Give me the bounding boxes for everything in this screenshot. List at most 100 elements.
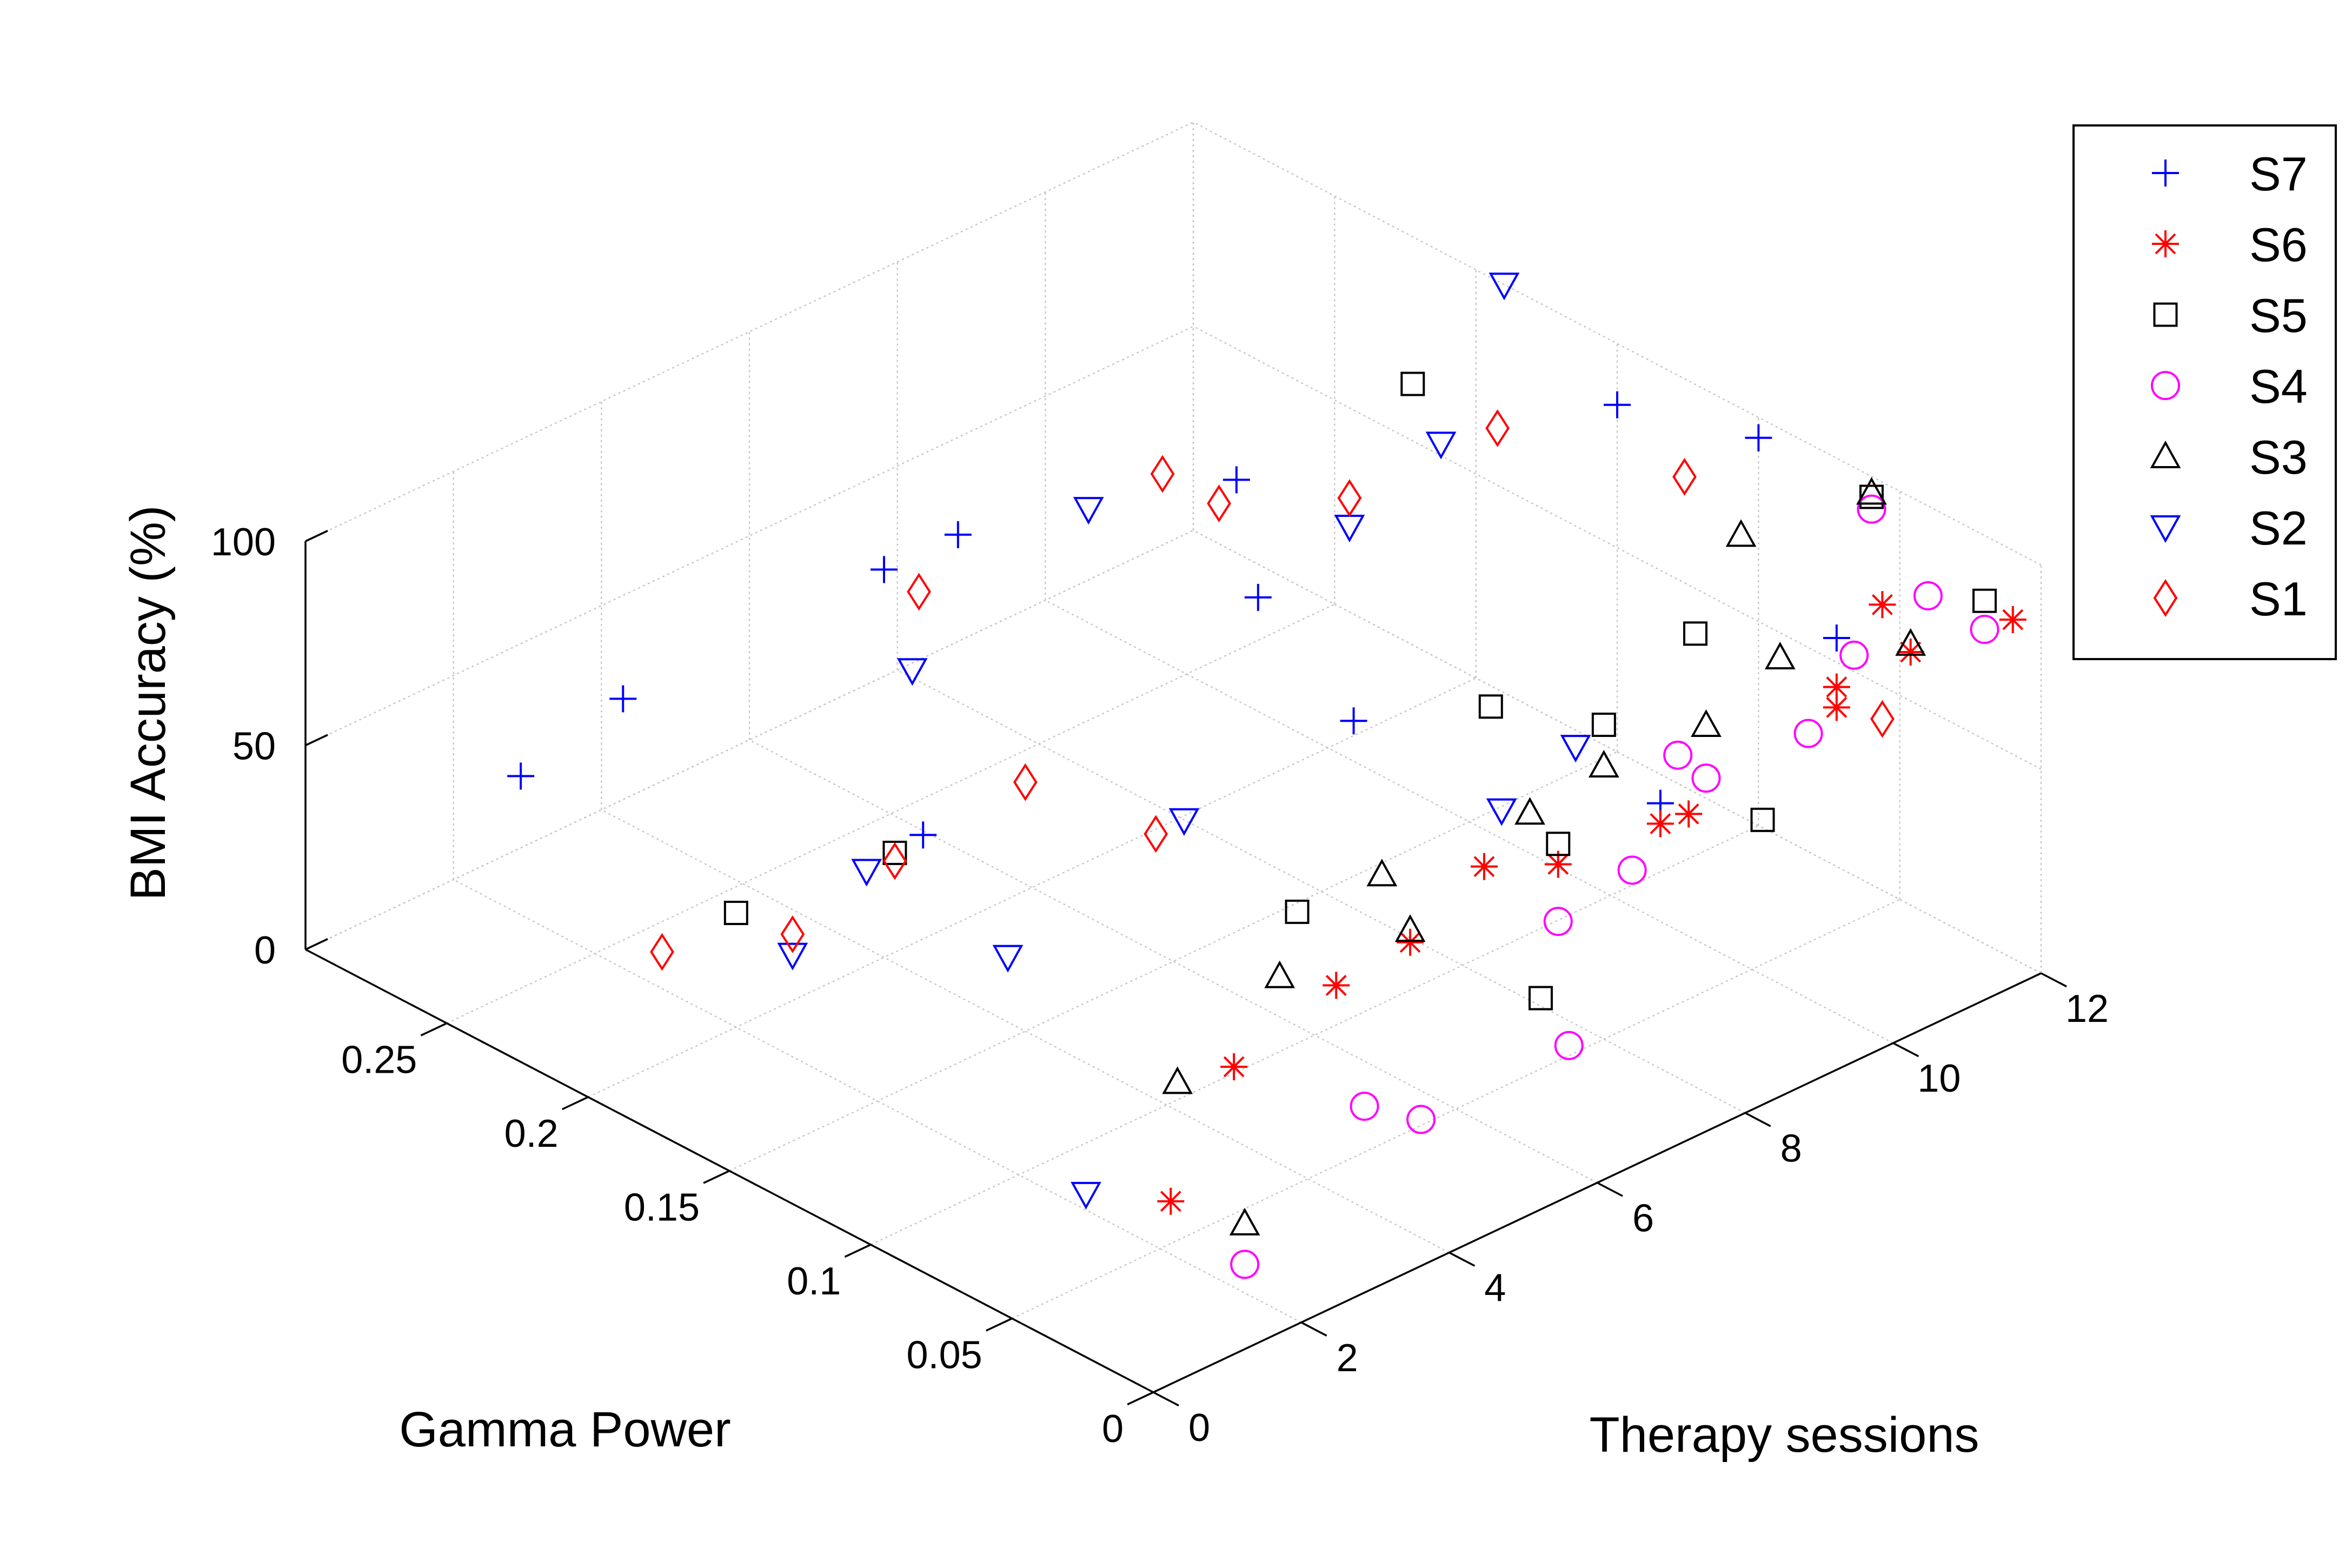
back-wall-gridline-z	[305, 325, 1194, 746]
data-point-s1	[1150, 455, 1175, 493]
x-tick-label: 8	[1780, 1127, 1802, 1170]
floor-gridline-x	[749, 739, 1598, 1184]
series-s2	[777, 273, 1591, 1210]
data-point-s1	[650, 933, 674, 971]
data-point-s2	[1489, 273, 1520, 301]
legend-label-s7: S7	[2249, 147, 2308, 201]
data-point-s1	[1013, 763, 1038, 801]
data-point-s7	[609, 685, 637, 713]
data-point-s1	[1870, 700, 1895, 738]
data-point-s3	[1691, 709, 1722, 737]
x-tick-label: 0	[1188, 1406, 1210, 1450]
z-tick	[305, 530, 328, 542]
data-point-s6	[1220, 1053, 1248, 1080]
data-point-s2	[896, 658, 928, 686]
data-point-s7	[944, 521, 972, 548]
data-point-s4	[1839, 640, 1869, 670]
back-wall-gridline-z	[305, 529, 1194, 951]
data-point-s4	[1691, 763, 1721, 793]
data-point-s6	[1869, 591, 1896, 619]
legend-label-s2: S2	[2249, 501, 2308, 555]
data-point-s2	[1560, 735, 1591, 763]
data-point-s1	[907, 573, 931, 611]
legend: S7 S6 S5 S4 S3 S2 S1	[2072, 124, 2337, 660]
data-point-s4	[1663, 740, 1693, 770]
legend-label-s6: S6	[2249, 218, 2308, 271]
data-point-s1	[1672, 457, 1697, 496]
data-point-s4	[1230, 1250, 1260, 1279]
data-point-s1	[1485, 409, 1510, 447]
data-point-s2	[1073, 497, 1104, 525]
data-point-s6	[1999, 606, 2027, 634]
data-point-s6	[1897, 638, 1924, 666]
data-point-s4	[1857, 494, 1886, 524]
data-point-s4	[1793, 719, 1823, 748]
data-point-s2	[851, 859, 882, 887]
data-point-s5	[1859, 484, 1884, 509]
data-point-s1	[882, 842, 907, 880]
data-point-s5	[1683, 621, 1707, 646]
data-point-s1	[1337, 479, 1362, 517]
y-tick-label: 0.05	[907, 1334, 982, 1377]
legend-marker-s6	[2152, 230, 2179, 257]
data-point-s7	[909, 821, 937, 849]
x-tick	[1300, 1321, 1327, 1337]
y-tick	[844, 1244, 872, 1258]
y-tick	[1127, 1391, 1154, 1406]
z-tick-label: 0	[254, 929, 276, 972]
data-point-s1	[1207, 484, 1231, 523]
data-point-s3	[1394, 914, 1426, 942]
data-point-s7	[1222, 466, 1250, 494]
z-tick-label: 50	[232, 725, 276, 768]
y-axis-label: Gamma Power	[399, 1402, 731, 1457]
x-tick	[1892, 1042, 1919, 1058]
x-tick-label: 2	[1337, 1337, 1358, 1380]
x-tick-label: 12	[2065, 987, 2109, 1031]
data-point-s6	[1646, 810, 1674, 838]
legend-marker-s5	[2153, 302, 2178, 327]
y-tick-label: 0.25	[341, 1039, 417, 1082]
legend-label-s3: S3	[2249, 430, 2308, 484]
z-tick	[305, 734, 328, 747]
data-point-s7	[1604, 391, 1631, 418]
floor-gridline-y	[588, 677, 1477, 1098]
x-tick-label: 6	[1632, 1197, 1654, 1240]
data-point-s2	[777, 942, 808, 971]
data-point-s4	[1617, 855, 1647, 885]
floor-gridline-y	[1012, 899, 1901, 1319]
data-point-s4	[1406, 1105, 1436, 1134]
legend-label-s1: S1	[2249, 572, 2308, 626]
data-point-s4	[1543, 907, 1573, 936]
data-point-s6	[1470, 853, 1498, 880]
points-layer	[507, 273, 2027, 1279]
data-point-s6	[1544, 851, 1572, 878]
z-tick	[305, 938, 328, 951]
data-point-s3	[1588, 749, 1619, 778]
data-point-s5	[1591, 712, 1616, 737]
data-point-s7	[1745, 424, 1772, 451]
x-tick	[1744, 1112, 1771, 1127]
data-point-s5	[1528, 986, 1553, 1011]
legend-label-s4: S4	[2249, 360, 2308, 413]
data-point-s7	[1823, 624, 1850, 652]
series-s4	[1230, 494, 1999, 1279]
legend-marker-s7	[2152, 160, 2179, 187]
y-tick	[420, 1022, 448, 1037]
data-point-s4	[1970, 615, 1999, 645]
data-point-s5	[1478, 694, 1503, 719]
data-point-s2	[1486, 798, 1517, 826]
floor-gridline-y	[870, 825, 1759, 1246]
data-point-s6	[1157, 1187, 1185, 1215]
axes-layer: 0 2 4 6 8 10 12 0 0.05 0.1 0.15 0.2 0.25 0 50 100	[211, 521, 2109, 1451]
data-point-s3	[1725, 519, 1757, 547]
x-tick	[2041, 972, 2067, 988]
data-point-s2	[1168, 808, 1200, 836]
series-s5	[723, 371, 1997, 1011]
data-point-s5	[723, 900, 748, 925]
data-point-s3	[1514, 797, 1545, 825]
data-point-s7	[871, 556, 898, 583]
data-point-s7	[507, 762, 535, 790]
data-point-s3	[1366, 859, 1398, 887]
data-point-s5	[1285, 899, 1310, 924]
data-point-s3	[1764, 641, 1796, 669]
